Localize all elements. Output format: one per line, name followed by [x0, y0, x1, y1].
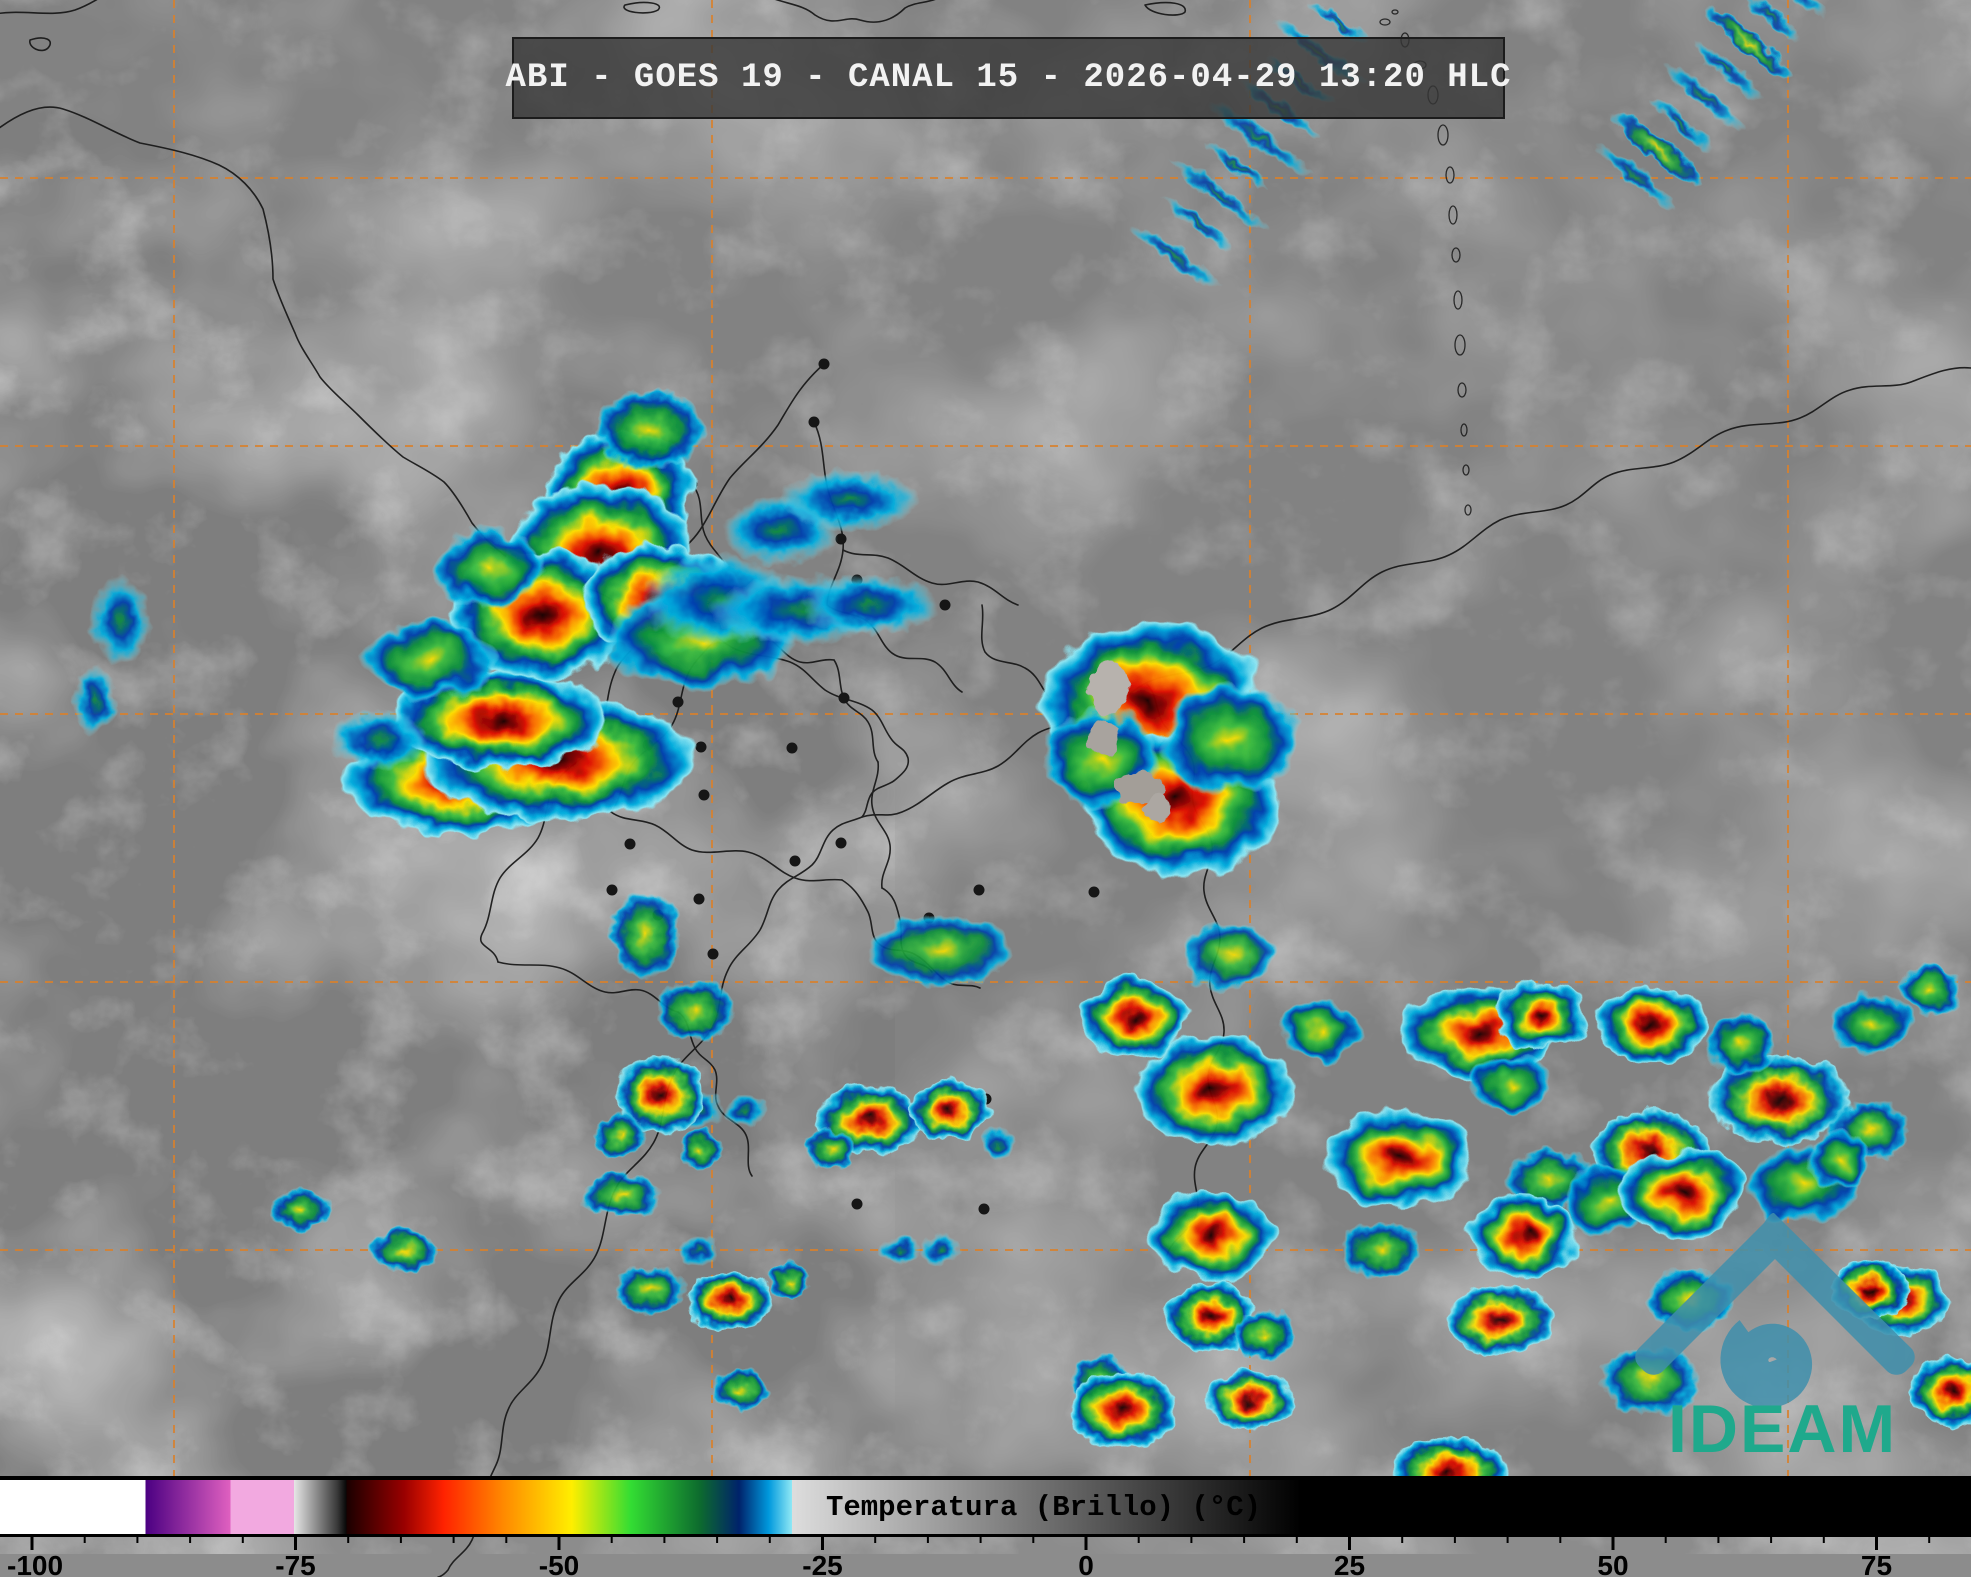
svg-text:IDEAM: IDEAM: [1668, 1391, 1897, 1467]
